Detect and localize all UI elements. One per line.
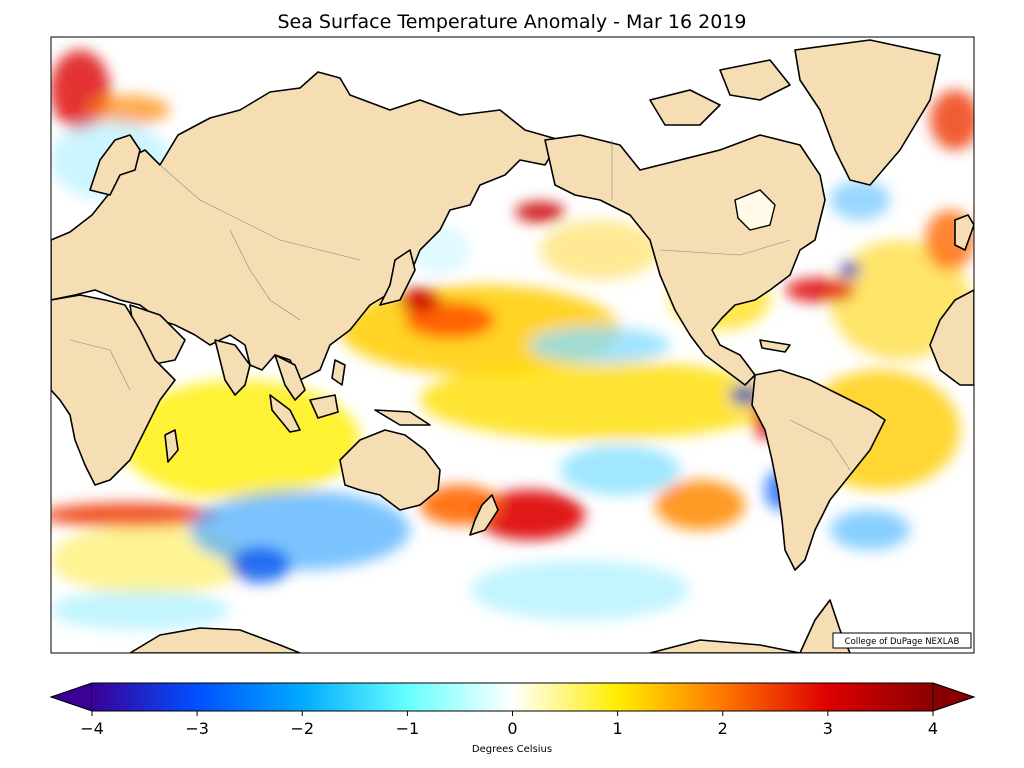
colorbar-tick-label: −3 [185,719,209,738]
colorbar-tick-label: −1 [396,719,420,738]
colorbar-label: Degrees Celsius [472,744,552,755]
colorbar-ticks: −4 −3 −2 −1 0 1 2 3 4 [80,711,938,738]
colorbar-tick-label: 0 [507,719,517,738]
greenland [794,39,941,186]
indochina [274,354,306,401]
colorbar-tick-label: 1 [613,719,623,738]
colorbar-tick-label: 4 [928,719,938,738]
map-title: Sea Surface Temperature Anomaly - Mar 16… [278,11,747,33]
colorbar-bar [92,683,933,711]
new-zealand [469,494,499,536]
borneo [309,394,339,419]
colorbar-tick-label: 3 [823,719,833,738]
antarctica-2 [649,639,801,653]
colorbar-tick-label: −2 [290,719,314,738]
colorbar-tick-label: −4 [80,719,104,738]
africa [51,294,176,486]
hudson-bay [734,189,776,231]
arctic-islands-2 [719,59,791,101]
map-frame [50,36,975,654]
credit-text: College of DuPage NEXLAB [845,637,960,647]
sumatra [269,394,301,433]
south-america [751,369,886,571]
cuba [759,339,791,353]
eurasia-landmass [51,71,561,381]
anomaly-field [51,50,974,630]
arctic-islands [649,89,721,126]
africa-east-wrap [929,289,974,386]
new-guinea [374,409,431,426]
country-borders [69,140,851,471]
australia [339,429,441,511]
colorbar: −4 −3 −2 −1 0 1 2 3 4 Degrees Celsius [49,682,976,755]
india-peninsula [214,339,251,396]
colorbar-extend-high [932,682,976,712]
japan [379,249,416,306]
colorbar-extend-low [49,682,93,712]
colorbar-tick-label: 2 [718,719,728,738]
scandinavia [89,134,141,196]
philippines [331,359,346,386]
madagascar [164,429,179,463]
credit-box: College of DuPage NEXLAB [832,632,972,649]
antarctica [129,627,301,653]
land-masses [51,39,974,653]
iceland-uk-wrap [954,214,974,251]
map-panel [51,37,974,653]
